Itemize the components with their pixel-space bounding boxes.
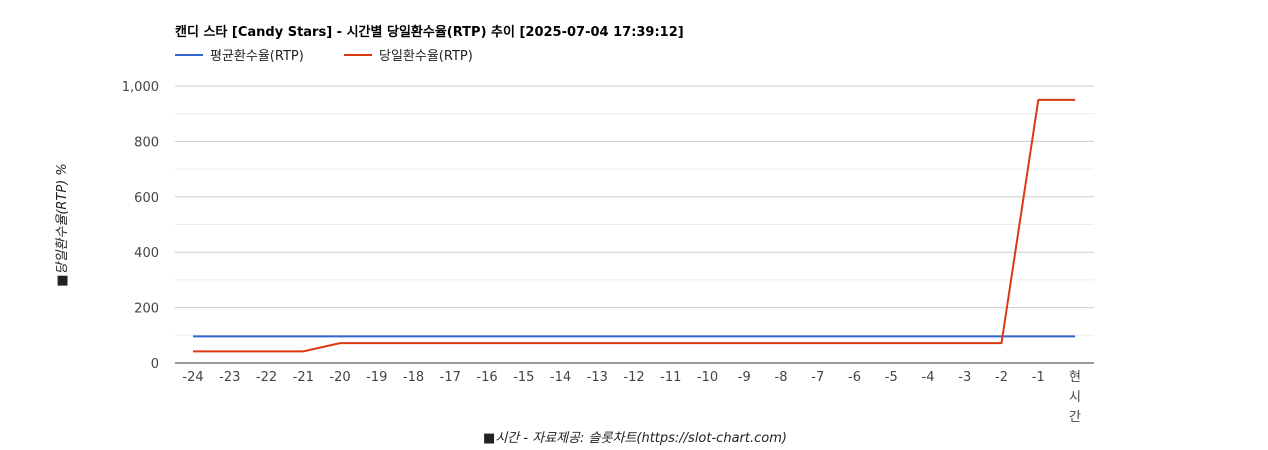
x-tick-label: -13 <box>587 370 608 385</box>
chart-title: 캔디 스타 [Candy Stars] - 시간별 당일환수율(RTP) 추이 … <box>175 24 684 40</box>
y-tick-label: 600 <box>134 191 159 206</box>
y-tick-label: 800 <box>134 135 159 150</box>
y-tick-label: 1,000 <box>122 80 159 95</box>
x-tick-label: -8 <box>775 370 788 385</box>
x-tick-label: -12 <box>623 370 644 385</box>
y-axis-label: ■당일환수율(RTP) % <box>55 163 70 287</box>
y-tick-label: 200 <box>134 302 159 317</box>
x-tick-label: -7 <box>811 370 824 385</box>
gridlines <box>175 85 1094 364</box>
x-tick-label: -10 <box>697 370 718 385</box>
x-tick-label: -21 <box>293 370 314 385</box>
x-tick-label: -2 <box>995 370 1008 385</box>
x-tick-label: -19 <box>366 370 387 385</box>
x-tick-label: -15 <box>513 370 534 385</box>
x-tick-label: -24 <box>182 370 203 385</box>
x-axis-label: ■시간 - 자료제공: 슬롯차트(https://slot-chart.com) <box>483 431 787 446</box>
x-tick-label: -14 <box>550 370 571 385</box>
y-tick-labels: 0 200 400 600 800 1,000 <box>122 80 159 372</box>
series-lines <box>193 98 1075 353</box>
y-tick-label: 400 <box>134 246 159 261</box>
series-line-daily-rtp <box>193 98 1075 353</box>
x-tick-label: -20 <box>329 370 350 385</box>
x-tick-label: -16 <box>476 370 497 385</box>
legend: 평균환수율(RTP) 당일환수율(RTP) <box>175 49 473 64</box>
x-tick-label: -3 <box>958 370 971 385</box>
x-tick-label: -17 <box>440 370 461 385</box>
x-tick-label: -23 <box>219 370 240 385</box>
x-tick-label: -6 <box>848 370 861 385</box>
legend-label-average: 평균환수율(RTP) <box>210 49 304 64</box>
x-tick-label: -11 <box>660 370 681 385</box>
y-tick-label: 0 <box>151 357 159 372</box>
x-tick-label: -18 <box>403 370 424 385</box>
x-tick-label: -9 <box>738 370 751 385</box>
x-tick-label: -1 <box>1032 370 1045 385</box>
x-tick-label: -22 <box>256 370 277 385</box>
legend-label-daily: 당일환수율(RTP) <box>379 49 473 64</box>
x-tick-label: -4 <box>922 370 935 385</box>
x-tick-labels: -24 -23 -22 -21 -20 -19 -18 -17 -16 -15 -14 -13 -12 -… <box>182 370 1081 425</box>
x-tick-label: -5 <box>885 370 898 385</box>
